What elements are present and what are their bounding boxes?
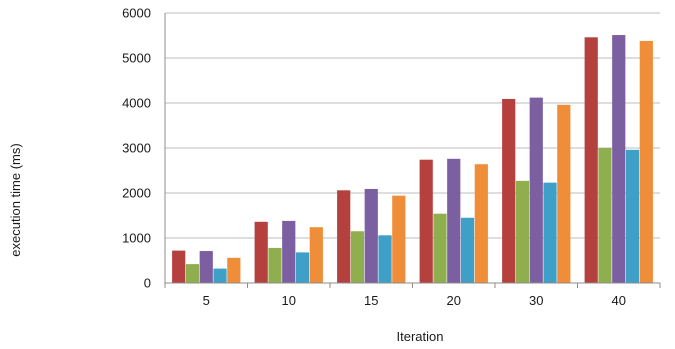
bar [282,221,295,283]
bar [447,159,460,283]
y-tick-label: 2000 [122,186,151,201]
bar [598,148,611,283]
y-tick-label: 4000 [122,96,151,111]
bar [543,183,556,283]
x-tick-label: 5 [203,293,210,308]
y-tick-label: 3000 [122,141,151,156]
bar [186,264,199,283]
bar [268,248,281,283]
bar [365,189,378,283]
y-tick-label: 5000 [122,51,151,66]
bar [200,251,213,283]
x-tick-label: 30 [529,293,543,308]
bar [392,196,405,283]
bar [557,105,570,283]
bar [420,160,433,283]
x-tick-label: 15 [364,293,378,308]
y-tick-label: 0 [144,276,151,291]
bar [433,214,446,283]
bar [213,269,226,283]
bar [516,181,529,283]
bar [337,190,350,283]
bar [626,150,639,283]
bar [227,258,240,283]
bar [502,99,515,283]
bar [585,37,598,283]
bar [378,235,391,283]
y-tick-label: 6000 [122,6,151,21]
bars [172,35,653,283]
bar [640,41,653,283]
x-axis-title: Iteration [397,329,444,344]
x-tick-label: 20 [447,293,461,308]
y-axis-title: execution time (ms) [8,143,23,256]
bar [475,164,488,283]
bar [530,98,543,283]
bar [296,252,309,283]
bar [255,222,268,283]
bar [461,218,474,283]
x-tick-label: 40 [612,293,626,308]
bar [351,231,364,283]
y-tick-label: 1000 [122,231,151,246]
bar [612,35,625,283]
bar [310,227,323,283]
x-tick-label: 10 [282,293,296,308]
bar [172,251,185,283]
